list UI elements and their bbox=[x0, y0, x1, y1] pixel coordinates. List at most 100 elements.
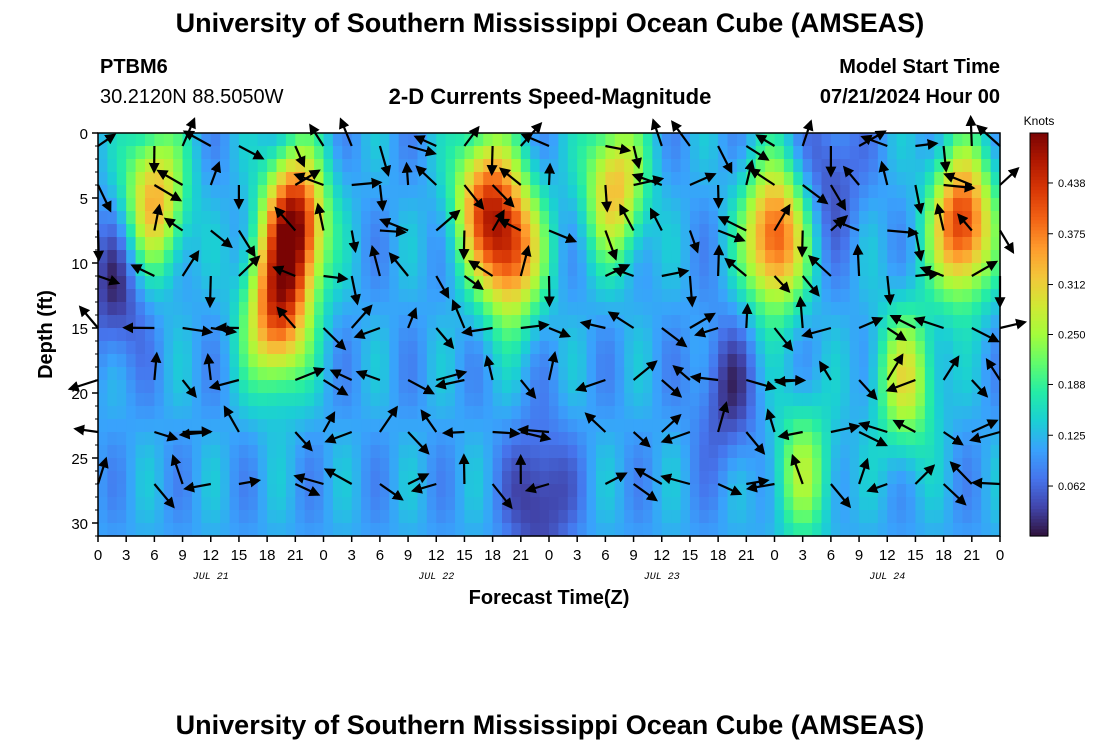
heatmap-cell bbox=[924, 237, 935, 251]
heatmap-cell bbox=[107, 159, 118, 173]
heatmap-cell bbox=[464, 510, 475, 524]
heatmap-cell bbox=[633, 484, 644, 498]
heatmap-cell bbox=[464, 484, 475, 498]
colorbar-band bbox=[1030, 284, 1048, 289]
heatmap-cell bbox=[877, 367, 888, 381]
heatmap-cell bbox=[257, 393, 268, 407]
colorbar-band bbox=[1030, 448, 1048, 453]
colorbar-band bbox=[1030, 398, 1048, 403]
heatmap-cell bbox=[248, 497, 259, 511]
heatmap-cell bbox=[220, 510, 231, 524]
heatmap-cell bbox=[671, 315, 682, 329]
heatmap-cell bbox=[859, 354, 870, 368]
heatmap-cell bbox=[370, 276, 381, 290]
heatmap-cell bbox=[473, 419, 484, 433]
heatmap-cell bbox=[285, 354, 296, 368]
heatmap-cell bbox=[793, 224, 804, 238]
heatmap-cell bbox=[304, 146, 315, 160]
heatmap-cell bbox=[699, 484, 710, 498]
heatmap-cell bbox=[595, 367, 606, 381]
x-tick-label: 6 bbox=[827, 547, 835, 564]
heatmap-cell bbox=[473, 484, 484, 498]
heatmap-cell bbox=[98, 497, 108, 511]
heatmap-cell bbox=[934, 185, 945, 199]
heatmap-cell bbox=[436, 497, 447, 511]
current-arrow bbox=[322, 327, 347, 351]
heatmap-cell bbox=[774, 458, 785, 472]
heatmap-cell bbox=[295, 458, 306, 472]
heatmap-cell bbox=[586, 276, 597, 290]
heatmap-cell bbox=[257, 354, 268, 368]
heatmap-cell bbox=[361, 315, 372, 329]
heatmap-cell bbox=[173, 237, 184, 251]
heatmap-cell bbox=[502, 224, 513, 238]
heatmap-cell bbox=[887, 159, 898, 173]
heatmap-cell bbox=[915, 302, 926, 316]
heatmap-cell bbox=[736, 133, 747, 147]
heatmap-cell bbox=[116, 354, 127, 368]
heatmap-cell bbox=[906, 237, 917, 251]
heatmap-cell bbox=[896, 471, 907, 485]
heatmap-cell bbox=[981, 432, 992, 446]
heatmap-cell bbox=[549, 237, 559, 251]
heatmap-cell bbox=[229, 172, 240, 186]
heatmap-cell bbox=[774, 510, 785, 524]
heatmap-cell bbox=[943, 523, 954, 537]
heatmap-cell bbox=[953, 419, 964, 433]
heatmap-cell bbox=[285, 419, 296, 433]
heatmap-cell bbox=[370, 211, 381, 225]
heatmap-cell bbox=[877, 523, 888, 537]
heatmap-cell bbox=[793, 211, 804, 225]
heatmap-cell bbox=[417, 510, 428, 524]
heatmap-cell bbox=[436, 419, 447, 433]
heatmap-cell bbox=[962, 146, 973, 160]
heatmap-cell bbox=[455, 510, 466, 524]
colorbar-band bbox=[1030, 159, 1048, 164]
heatmap-cell bbox=[699, 185, 710, 199]
heatmap-cell bbox=[116, 172, 127, 186]
heatmap-cell bbox=[868, 523, 879, 537]
heatmap-cell bbox=[774, 198, 785, 212]
heatmap-cell bbox=[633, 185, 644, 199]
current-arrow bbox=[971, 327, 1000, 343]
heatmap-cell bbox=[906, 302, 917, 316]
heatmap-cell bbox=[116, 302, 127, 316]
colorbar-tick-label: 0.250 bbox=[1058, 330, 1086, 342]
heatmap-cell bbox=[370, 432, 381, 446]
heatmap-cell bbox=[727, 367, 738, 381]
heatmap-cell bbox=[530, 172, 541, 186]
current-arrow bbox=[183, 481, 211, 493]
colorbar-tick-label: 0.375 bbox=[1058, 229, 1086, 241]
heatmap-cell bbox=[549, 523, 559, 537]
heatmap-cell bbox=[276, 224, 287, 238]
heatmap-cell bbox=[436, 367, 447, 381]
heatmap-cell bbox=[257, 510, 268, 524]
heatmap-cell bbox=[906, 523, 917, 537]
heatmap-cell bbox=[614, 458, 625, 472]
heatmap-cell bbox=[201, 510, 212, 524]
heatmap-cell bbox=[314, 523, 325, 537]
heatmap-cell bbox=[361, 497, 372, 511]
heatmap-cell bbox=[295, 380, 306, 394]
heatmap-cell bbox=[191, 523, 202, 537]
heatmap-cell bbox=[624, 185, 635, 199]
heatmap-cell bbox=[426, 250, 437, 264]
colorbar-band bbox=[1030, 280, 1048, 285]
current-arrow bbox=[971, 419, 999, 434]
x-tick-label: 0 bbox=[996, 547, 1004, 564]
heatmap-cell bbox=[774, 211, 785, 225]
heatmap-cell bbox=[614, 367, 625, 381]
colorbar-band bbox=[1030, 485, 1048, 490]
heatmap-cell bbox=[962, 406, 973, 420]
heatmap-cell bbox=[426, 471, 437, 485]
heatmap-cell bbox=[642, 185, 653, 199]
heatmap-cell bbox=[859, 367, 870, 381]
current-arrow bbox=[971, 477, 1001, 489]
heatmap-cell bbox=[361, 159, 372, 173]
heatmap-cell bbox=[802, 484, 813, 498]
heatmap-cell bbox=[351, 185, 362, 199]
heatmap-cell bbox=[107, 250, 118, 264]
heatmap-cell bbox=[229, 523, 240, 537]
heatmap-cell bbox=[98, 328, 108, 342]
heatmap-cell bbox=[220, 471, 231, 485]
